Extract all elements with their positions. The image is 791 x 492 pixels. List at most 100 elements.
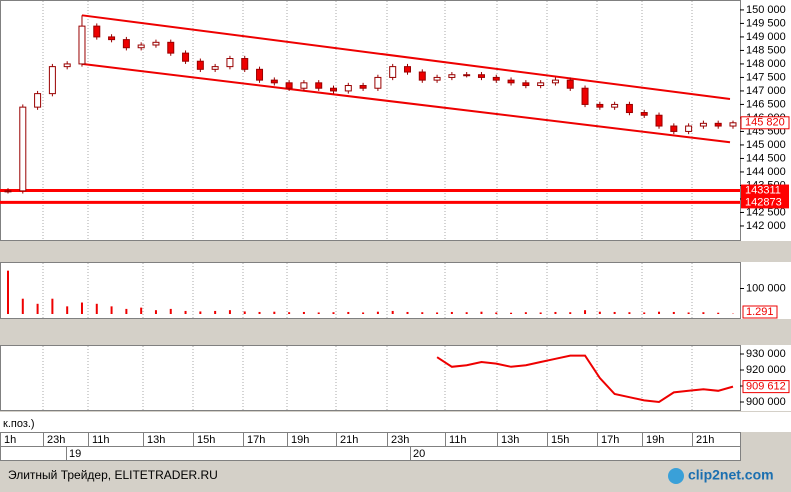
- footer-logo: clip2net.com: [688, 467, 774, 483]
- label-strip: [0, 412, 791, 432]
- channel-line: [81, 14, 731, 101]
- volume-panel: [0, 262, 741, 319]
- y-tick-label: 150 000: [746, 4, 786, 16]
- y-tick-label: 145 000: [746, 139, 786, 151]
- candle-body: [285, 82, 293, 89]
- time-axis: [0, 432, 741, 447]
- candle-body: [581, 87, 589, 105]
- candle-body: [566, 79, 574, 89]
- y-tick-label: 142 500: [746, 206, 786, 218]
- oi-panel: [0, 345, 741, 411]
- candle-body: [433, 76, 441, 81]
- candle-body: [93, 25, 101, 38]
- time-label: 19h: [646, 434, 664, 446]
- candle-body: [522, 82, 530, 87]
- candle-body: [152, 41, 160, 46]
- candle-body: [463, 74, 471, 77]
- time-label: 23h: [391, 434, 409, 446]
- y-tick-label: 900 000: [746, 396, 786, 408]
- level-label: 142873: [745, 196, 782, 208]
- time-label: 19h: [291, 434, 309, 446]
- last-tag: [742, 380, 790, 394]
- candle-body: [300, 82, 308, 89]
- channel-line: [81, 62, 731, 144]
- time-label: 15h: [551, 434, 569, 446]
- time-label: 21h: [340, 434, 358, 446]
- candle-body: [537, 82, 545, 87]
- time-label: 11h: [449, 434, 467, 446]
- candle-body: [241, 58, 249, 70]
- candle-body: [625, 103, 633, 114]
- level-tag: [741, 196, 789, 209]
- time-label: 23h: [47, 434, 65, 446]
- time-label: 13h: [501, 434, 519, 446]
- time-label: 11h: [92, 434, 110, 446]
- candle-body: [389, 66, 397, 78]
- time-label: 17h: [601, 434, 619, 446]
- candle-body: [256, 68, 264, 81]
- volume-last-label: 1.291: [746, 306, 774, 318]
- candle-body: [226, 58, 234, 68]
- oi-line: [436, 354, 734, 404]
- y-tick-label: 147 500: [746, 71, 786, 83]
- candle-body: [670, 125, 678, 132]
- last-tag: [742, 305, 778, 319]
- y-tick-label: 149 000: [746, 31, 786, 43]
- oi-axis: [741, 345, 791, 411]
- y-tick-label: 920 000: [746, 364, 786, 376]
- candle-body: [19, 106, 27, 192]
- candle-body: [699, 122, 707, 127]
- candle-body: [182, 52, 190, 62]
- candle-body: [63, 63, 71, 68]
- y-tick-label: 149 500: [746, 17, 786, 29]
- candle-body: [137, 44, 145, 49]
- y-tick-label: 147 000: [746, 85, 786, 97]
- y-tick-label: 144 500: [746, 152, 786, 164]
- last-tag: [740, 116, 790, 130]
- candle-body: [122, 39, 130, 49]
- candle-body: [374, 76, 382, 89]
- footer-source: Элитный Трейдер, ELITETRADER.RU: [8, 468, 218, 482]
- y-tick-label: 146 500: [746, 98, 786, 110]
- oi-label: к.поз.): [3, 418, 35, 430]
- candle-body: [507, 79, 515, 84]
- y-tick-label: 142 000: [746, 220, 786, 232]
- candle-body: [344, 85, 352, 92]
- logo-icon: [668, 468, 684, 484]
- candle-body: [418, 71, 426, 81]
- time-label: 17h: [247, 434, 265, 446]
- y-tick-label: 148 500: [746, 44, 786, 56]
- candle-body: [403, 66, 411, 73]
- time-label: 21h: [696, 434, 714, 446]
- candle-body: [34, 93, 42, 108]
- candle-body: [596, 103, 604, 108]
- candle-body: [477, 74, 485, 78]
- last-price-label: 145 820: [745, 117, 785, 129]
- candle-body: [315, 82, 323, 89]
- level-tag: [741, 184, 789, 197]
- candle-body: [492, 76, 500, 81]
- candle-body: [551, 79, 559, 84]
- candle-body: [108, 36, 116, 41]
- candle-body: [167, 41, 175, 54]
- candle-body: [359, 85, 367, 89]
- time-label: 13h: [147, 434, 165, 446]
- candle-body: [330, 87, 338, 92]
- candle-body: [640, 112, 648, 116]
- y-tick-label: 930 000: [746, 348, 786, 360]
- candle-body: [196, 60, 204, 70]
- candle-body: [211, 66, 219, 70]
- y-tick-label: 148 000: [746, 58, 786, 70]
- candle-body: [48, 66, 56, 95]
- time-label: 1h: [4, 434, 16, 446]
- y-tick-label: 100 000: [746, 282, 786, 294]
- y-tick-label: 144 000: [746, 166, 786, 178]
- time-label: 15h: [197, 434, 215, 446]
- date-axis: [0, 446, 741, 461]
- candle-body: [714, 122, 722, 127]
- candle-body: [729, 122, 737, 127]
- candle-body: [78, 25, 86, 65]
- oi-last-label: 909 612: [746, 381, 786, 393]
- candle-body: [4, 190, 12, 193]
